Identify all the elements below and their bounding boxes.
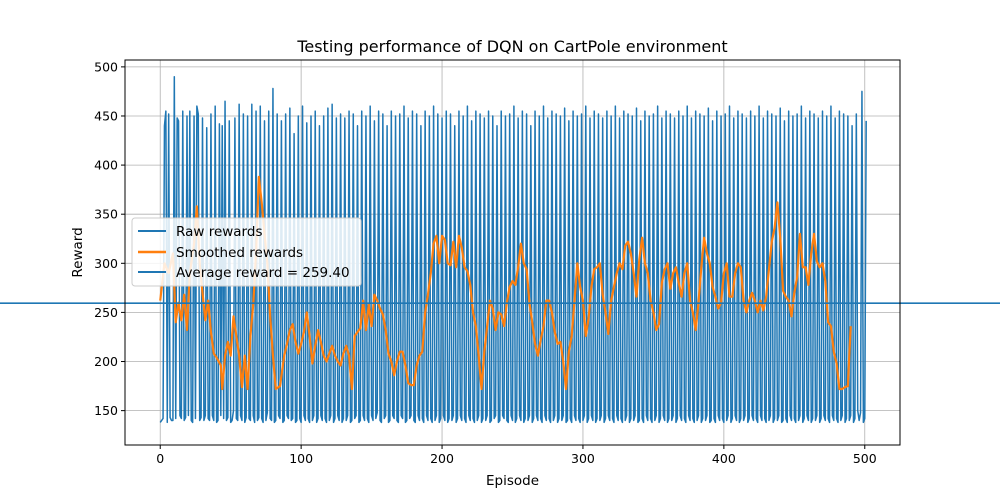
y-tick-label: 500: [94, 59, 118, 74]
chart-title: Testing performance of DQN on CartPole e…: [296, 37, 727, 56]
y-tick-label: 150: [94, 403, 118, 418]
legend: Raw rewards Smoothed rewards Average rew…: [131, 217, 362, 287]
x-axis-label: Episode: [486, 473, 539, 489]
legend-label-raw: Raw rewards: [176, 224, 262, 240]
x-tick-label: 200: [430, 451, 454, 466]
y-tick-label: 450: [94, 108, 118, 123]
x-tick-label: 300: [571, 451, 595, 466]
x-tick-label: 0: [156, 451, 164, 466]
y-tick-label: 350: [94, 207, 118, 222]
x-tick-label: 400: [712, 451, 736, 466]
legend-box: [131, 217, 362, 287]
y-tick-label: 200: [94, 354, 118, 369]
x-tick-label: 500: [853, 451, 877, 466]
x-tick-label: 100: [289, 451, 313, 466]
y-tick-label: 300: [94, 256, 118, 271]
axis-ticks: 0 100 200 300 400 500 150 200 250 300 350 400 450 500: [94, 59, 877, 466]
axes-frame: [124, 59, 901, 446]
legend-label-smoothed: Smoothed rewards: [176, 245, 303, 261]
legend-label-average: Average reward = 259.40: [176, 265, 350, 281]
series-smoothed-rewards-line: [159, 175, 852, 391]
y-axis-label: Reward: [70, 227, 86, 277]
y-tick-label: 400: [94, 158, 118, 173]
y-tick-label: 250: [94, 305, 118, 320]
